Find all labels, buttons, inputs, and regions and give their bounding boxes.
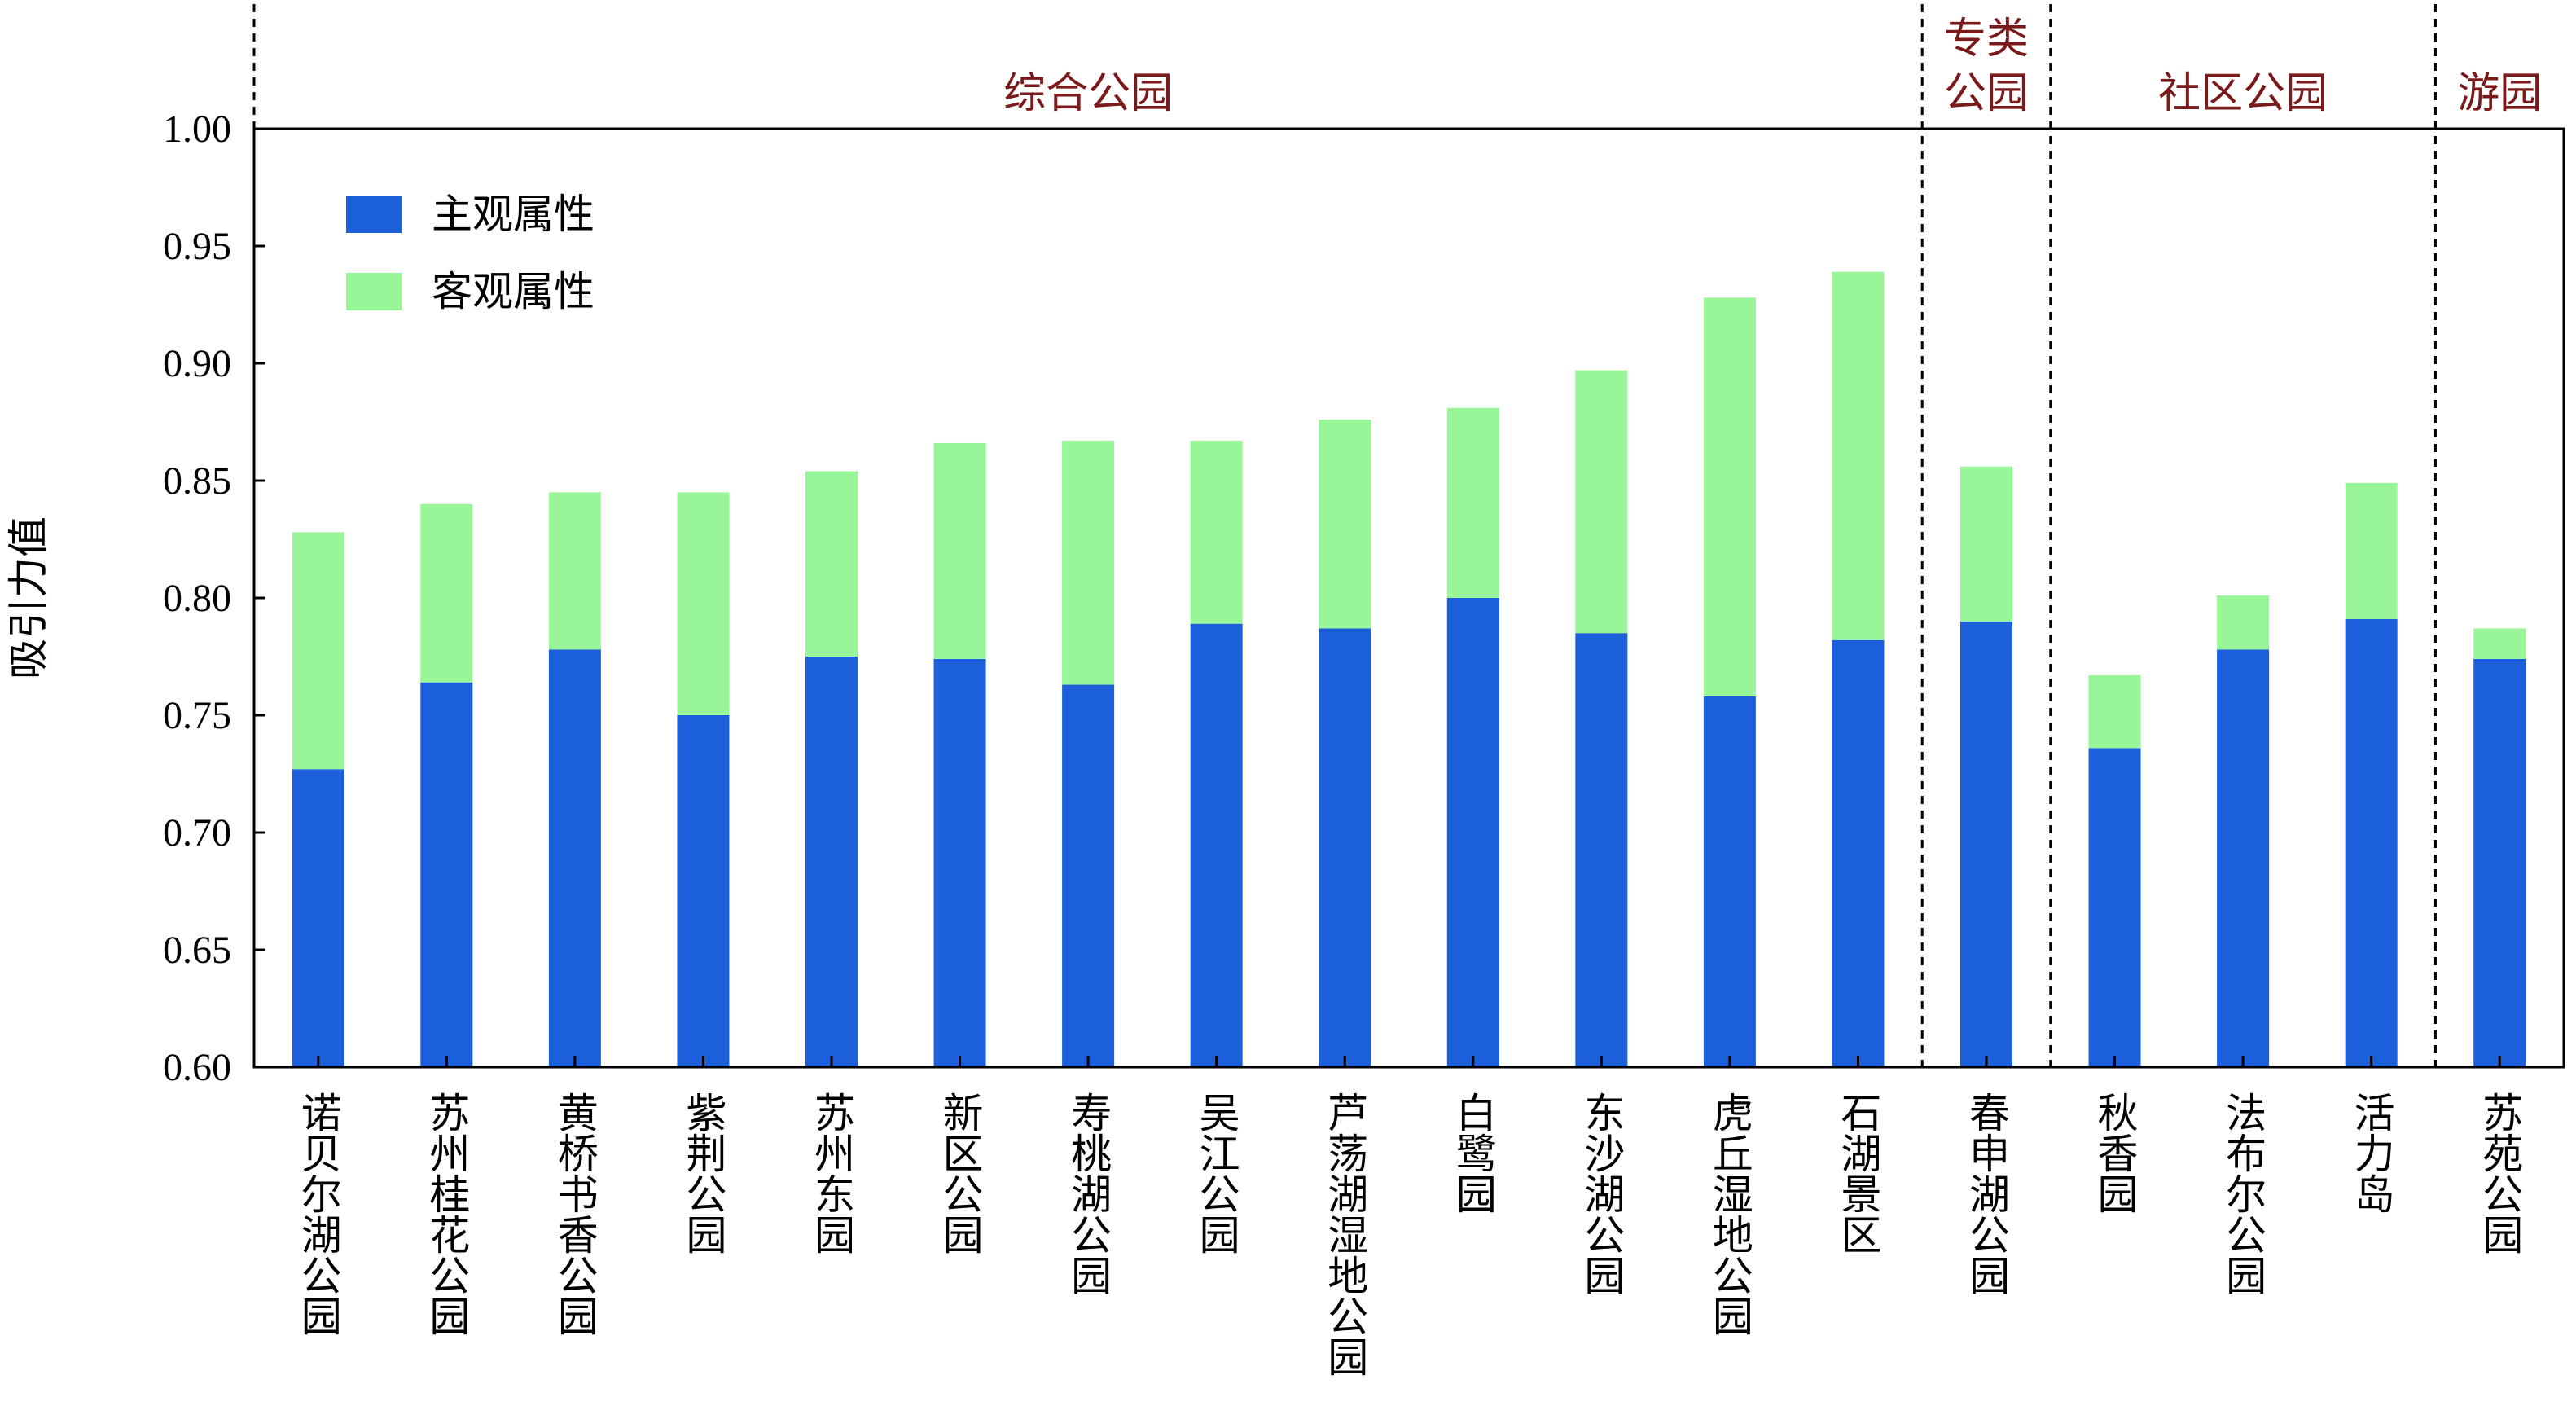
- bar-objective: [2217, 595, 2270, 650]
- x-category-label: 苏州东园: [808, 1092, 855, 1254]
- x-category-label: 东沙湖公园: [1578, 1092, 1625, 1295]
- x-category-label: 活力岛: [2348, 1092, 2395, 1214]
- y-tick-label: 0.85: [163, 459, 231, 503]
- bar-subjective: [1190, 623, 1243, 1067]
- legend-label: 客观属性: [432, 268, 595, 315]
- bar-subjective: [548, 649, 601, 1067]
- group-label: 游园: [2457, 69, 2542, 118]
- bar-objective: [1575, 370, 1628, 634]
- legend-swatch: [346, 196, 402, 233]
- bar-objective: [292, 532, 344, 770]
- y-tick-label: 0.95: [163, 225, 231, 268]
- bar-subjective: [1319, 628, 1371, 1067]
- x-category-label: 苏州桂花公园: [423, 1092, 470, 1336]
- x-category-label: 苏苑公园: [2476, 1092, 2523, 1254]
- group-label: 社区公园: [2158, 69, 2328, 118]
- x-axis: 诺贝尔湖公园 苏州桂花公园 黄桥书香公园 紫荆公园 苏州东园 新区公园 寿桃湖公园 吴江公园 芦…: [295, 1056, 2523, 1377]
- bar-objective: [1319, 420, 1371, 629]
- bar-subjective: [420, 682, 473, 1067]
- x-category-label: 紫荆公园: [679, 1092, 726, 1254]
- bars-layer: [292, 271, 2526, 1067]
- bar-subjective: [2345, 618, 2398, 1067]
- bar-subjective: [292, 769, 344, 1067]
- x-category-label: 白鹭园: [1450, 1092, 1497, 1214]
- bar-subjective: [805, 657, 858, 1067]
- group-label-line1: 专类: [1944, 15, 2029, 64]
- bar-objective: [1703, 297, 1756, 696]
- bar-subjective: [1832, 639, 1885, 1067]
- x-category-label: 新区公园: [937, 1092, 984, 1254]
- group-label: 综合公园: [1003, 69, 1173, 118]
- bar-objective: [548, 492, 601, 650]
- bar-objective: [420, 503, 473, 683]
- y-tick-label: 0.90: [163, 342, 231, 385]
- bar-subjective: [677, 715, 730, 1067]
- bar-subjective: [933, 658, 986, 1067]
- y-tick-label: 1.00: [163, 108, 231, 151]
- y-tick-label: 0.80: [163, 577, 231, 620]
- bar-objective: [1832, 271, 1885, 640]
- bar-subjective: [1446, 598, 1499, 1067]
- x-category-label: 石湖景区: [1834, 1092, 1881, 1254]
- legend-label: 主观属性: [432, 191, 595, 238]
- bar-objective: [1190, 441, 1243, 624]
- bar-objective: [933, 442, 986, 659]
- bar-objective: [1960, 466, 2012, 622]
- bar-subjective: [2217, 649, 2270, 1067]
- x-category-label: 虎丘湿地公园: [1706, 1092, 1753, 1336]
- bar-objective: [2473, 628, 2526, 659]
- x-category-label: 诺贝尔湖公园: [295, 1092, 342, 1336]
- bar-subjective: [2473, 658, 2526, 1067]
- bar-subjective: [1062, 684, 1115, 1067]
- y-tick-label: 0.70: [163, 811, 231, 855]
- bar-objective: [2088, 675, 2141, 749]
- x-category-label: 法布尔公园: [2219, 1092, 2267, 1295]
- y-axis: 0.60 0.65 0.70 0.75 0.80 0.85 0.90 0.95 1.00: [163, 108, 265, 1089]
- x-category-label: 芦荡湖湿地公园: [1321, 1092, 1368, 1377]
- x-category-label: 吴江公园: [1193, 1092, 1240, 1254]
- bar-subjective: [1703, 696, 1756, 1067]
- y-axis-label: 吸引力值: [5, 516, 52, 679]
- y-tick-label: 0.60: [163, 1046, 231, 1089]
- bar-objective: [1446, 407, 1499, 598]
- x-category-label: 寿桃湖公园: [1064, 1092, 1112, 1295]
- y-tick-label: 0.65: [163, 929, 231, 972]
- legend-swatch: [346, 273, 402, 310]
- bar-objective: [805, 471, 858, 657]
- y-tick-label: 0.75: [163, 694, 231, 737]
- bar-objective: [2345, 482, 2398, 619]
- x-category-label: 秋香园: [2091, 1092, 2139, 1214]
- bar-subjective: [1575, 633, 1628, 1067]
- group-label-line2: 公园: [1944, 69, 2029, 118]
- bar-objective: [677, 492, 730, 715]
- x-category-label: 春申湖公园: [1963, 1092, 2010, 1295]
- x-category-label: 黄桥书香公园: [551, 1092, 599, 1336]
- bar-subjective: [2088, 748, 2141, 1067]
- bar-subjective: [1960, 621, 2012, 1067]
- bar-objective: [1062, 441, 1115, 685]
